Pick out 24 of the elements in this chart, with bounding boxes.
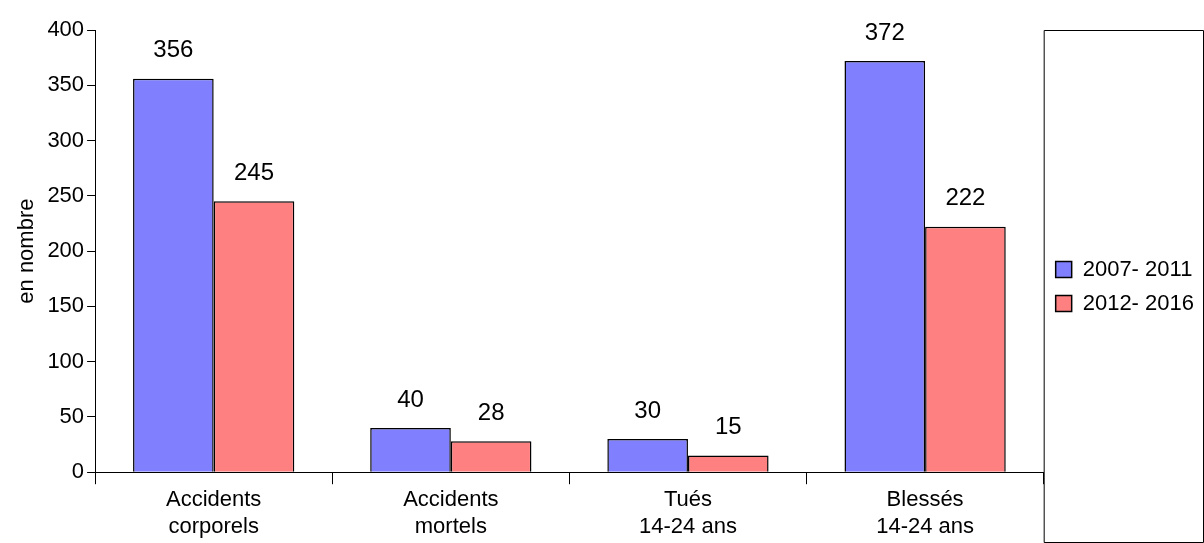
y-tick-label: 150: [47, 292, 85, 318]
x-tick-label: Accidents corporels: [165, 486, 262, 538]
data-label: 372: [864, 17, 905, 45]
y-axis-title: en nombre: [13, 198, 39, 304]
y-tick-label: 300: [47, 126, 85, 152]
x-tick-label: Accidents mortels: [403, 486, 499, 538]
legend-label: 2007- 2011: [1082, 255, 1193, 281]
legend-label: 2012- 2016: [1082, 289, 1195, 315]
y-tick-label: 50: [59, 402, 85, 428]
data-label: 356: [153, 35, 194, 63]
y-tick-label: 350: [47, 71, 85, 97]
x-tick-label: Blessés 14-24 ans: [876, 486, 975, 538]
y-tick-label: 0: [71, 458, 85, 484]
data-label: 28: [477, 397, 505, 425]
data-label: 222: [945, 183, 986, 211]
data-label: 245: [233, 157, 275, 185]
x-tick-label: Tués 14-24 ans: [639, 486, 737, 538]
data-label: 30: [634, 395, 661, 423]
y-tick-label: 250: [47, 181, 85, 207]
data-label: 40: [397, 384, 424, 412]
y-tick-label: 200: [47, 237, 85, 263]
y-tick-label: 400: [47, 16, 85, 42]
data-label: 15: [714, 412, 742, 440]
y-tick-label: 100: [47, 347, 85, 373]
